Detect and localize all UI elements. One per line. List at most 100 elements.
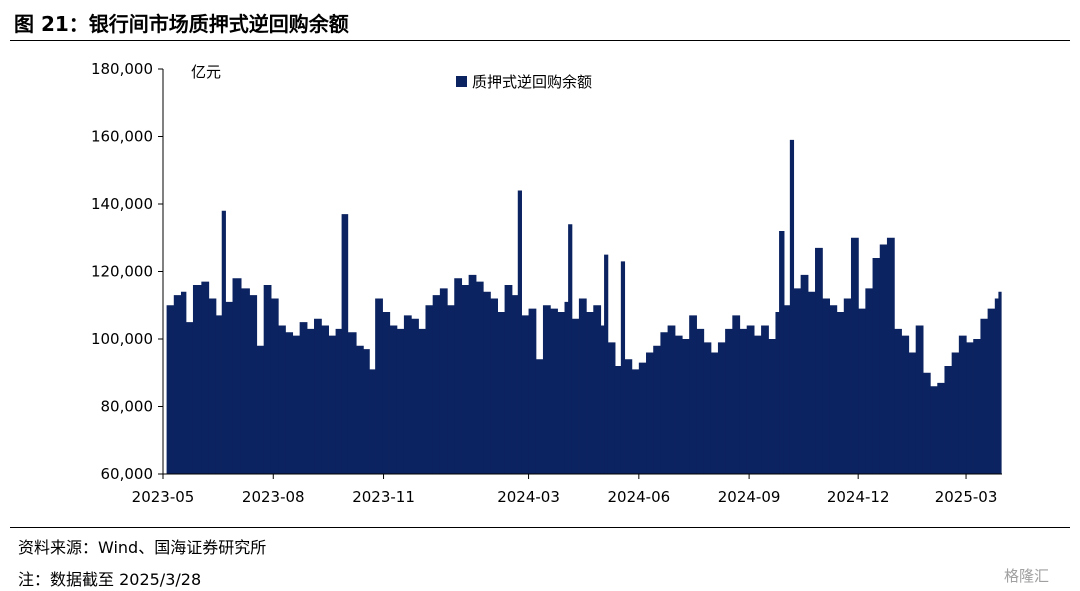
y-tick-label: 80,000 <box>101 398 154 416</box>
bar <box>439 288 448 475</box>
source-note: 资料来源：Wind、国海证券研究所 <box>18 538 267 557</box>
bar <box>725 328 733 475</box>
y-tick-label: 60,000 <box>101 465 154 483</box>
bar <box>240 288 250 475</box>
bar <box>858 308 866 475</box>
bar <box>973 339 982 474</box>
bar <box>987 308 996 475</box>
bar <box>600 325 605 474</box>
bar <box>674 335 683 475</box>
bar <box>270 298 279 474</box>
bar <box>418 328 427 475</box>
bar <box>703 342 712 475</box>
bar <box>557 312 566 474</box>
bar <box>775 312 780 474</box>
bar <box>886 237 895 474</box>
bar <box>638 362 647 475</box>
bar <box>807 291 816 474</box>
bar <box>614 366 622 474</box>
bar <box>604 254 609 474</box>
bar <box>571 318 580 474</box>
x-tick-label: 2025-03 <box>935 488 998 506</box>
bar <box>232 278 242 474</box>
legend-swatch <box>456 76 467 87</box>
bar <box>994 298 1000 474</box>
bar <box>815 247 823 475</box>
bar <box>347 332 357 474</box>
bar-chart: 180,000 160,000 140,000 120,000 100,000 80,00… <box>91 60 1002 506</box>
y-tick-label: 120,000 <box>91 263 153 281</box>
bar <box>369 369 376 475</box>
bar <box>249 295 258 475</box>
bar <box>793 288 802 475</box>
bar <box>901 335 910 475</box>
bar <box>937 382 946 475</box>
bar <box>836 312 845 474</box>
bar <box>528 308 537 475</box>
bar <box>710 352 719 474</box>
bottom-rule <box>10 527 1070 528</box>
bar <box>517 190 522 474</box>
date-note: 注：数据截至 2025/3/28 <box>18 570 202 589</box>
bar <box>363 349 370 475</box>
x-tick-label: 2024-03 <box>497 488 560 506</box>
bar <box>328 335 337 475</box>
bar <box>335 328 343 475</box>
legend-entry: 质押式逆回购余额 <box>472 73 592 91</box>
x-tick-label: 2023-08 <box>242 488 305 506</box>
bar <box>607 342 616 475</box>
y-tick-label: 160,000 <box>91 128 153 146</box>
bar <box>980 318 989 474</box>
chart-title: 图 21：银行间市场质押式逆回购余额 <box>14 12 349 36</box>
bar-series <box>166 139 1002 475</box>
bar <box>483 291 491 474</box>
y-axis-ticks: 180,000 160,000 140,000 120,000 100,000 80,00… <box>91 60 163 483</box>
bar <box>173 295 182 475</box>
bar <box>396 328 405 475</box>
bar <box>490 298 498 474</box>
y-tick-label: 100,000 <box>91 330 153 348</box>
bar <box>468 274 477 475</box>
y-tick-label: 140,000 <box>91 195 153 213</box>
x-tick-label: 2023-11 <box>352 488 415 506</box>
bar <box>660 332 669 474</box>
bar <box>800 274 809 475</box>
bar <box>586 312 594 474</box>
bar <box>521 315 530 475</box>
bar <box>872 258 881 474</box>
legend: 质押式逆回购余额 <box>456 73 592 91</box>
bar <box>593 305 602 474</box>
bar <box>355 345 364 474</box>
bar <box>208 298 217 474</box>
bar <box>215 315 223 475</box>
bar <box>511 295 519 475</box>
top-rule <box>10 40 1070 41</box>
bar <box>850 237 859 474</box>
bar <box>894 328 902 475</box>
bar <box>564 301 569 475</box>
bar <box>696 328 705 475</box>
bar <box>653 345 662 474</box>
bar <box>497 312 506 474</box>
unit-label: 亿元 <box>191 63 221 81</box>
bar <box>930 386 938 474</box>
bar <box>966 342 974 475</box>
bar <box>998 291 1002 474</box>
bar <box>535 359 544 474</box>
bar <box>292 335 301 475</box>
bar <box>278 325 286 474</box>
bar <box>922 372 931 474</box>
bar <box>739 328 748 475</box>
bar <box>779 231 785 474</box>
x-tick-label: 2024-09 <box>718 488 781 506</box>
bar <box>285 332 294 474</box>
y-tick-label: 180,000 <box>91 60 153 78</box>
x-tick-label: 2024-12 <box>827 488 890 506</box>
bar <box>432 295 441 475</box>
bar <box>306 328 315 475</box>
bar <box>783 305 791 474</box>
bar <box>753 335 762 475</box>
bar <box>256 345 265 474</box>
bar <box>314 318 322 474</box>
bar <box>768 339 777 474</box>
